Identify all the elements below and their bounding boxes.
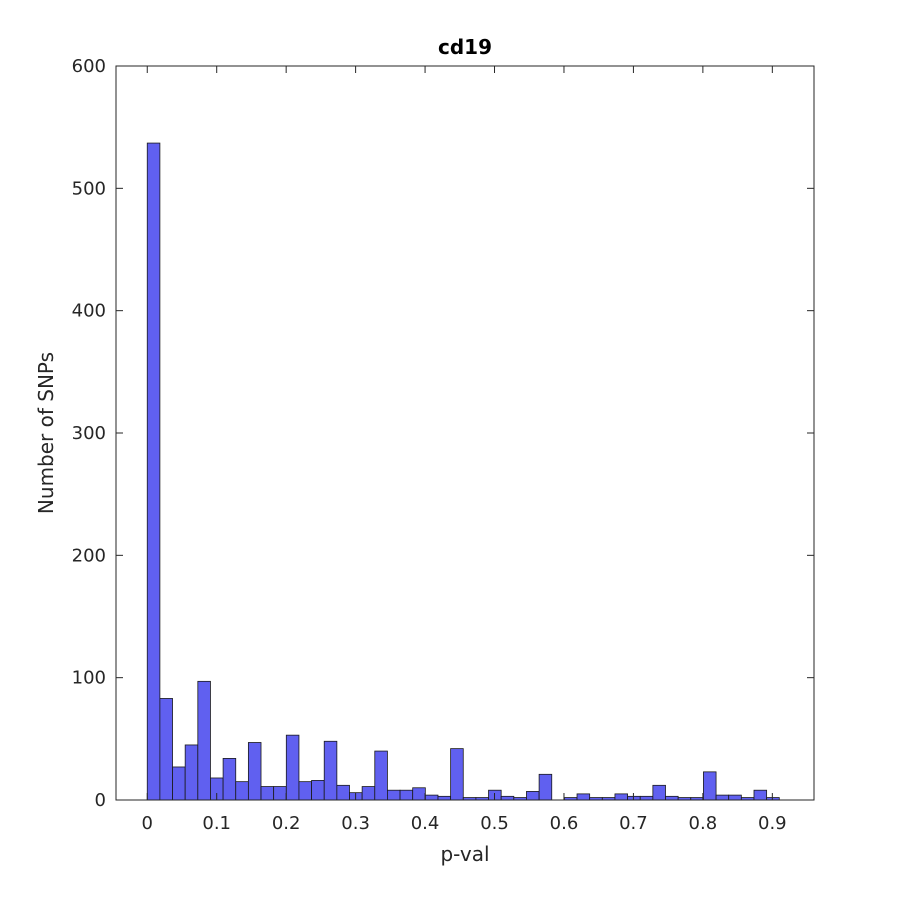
histogram-bar xyxy=(639,795,654,801)
histogram-bar xyxy=(146,142,161,801)
y-axis-label: Number of SNPs xyxy=(34,352,58,514)
x-axis-label: p-val xyxy=(440,842,489,866)
histogram-bar xyxy=(450,748,464,801)
histogram-bar xyxy=(399,789,414,801)
histogram-bar xyxy=(665,795,679,801)
histogram-bar xyxy=(728,794,742,801)
y-tick-label: 100 xyxy=(72,668,106,689)
histogram-bar xyxy=(247,742,262,801)
histogram-bar xyxy=(336,784,350,801)
histogram-bar xyxy=(412,787,426,801)
histogram-bar xyxy=(437,795,452,801)
histogram-bar xyxy=(526,791,540,801)
histogram-bar xyxy=(387,789,401,801)
x-tick-label: 0.4 xyxy=(411,813,440,834)
y-tick-label: 300 xyxy=(72,423,106,444)
bars-group xyxy=(146,142,780,801)
x-tick-label: 0.8 xyxy=(689,813,718,834)
histogram-bar xyxy=(273,786,287,801)
y-tick-label: 0 xyxy=(95,790,106,811)
histogram-bar xyxy=(222,758,237,801)
x-tick-label: 0.7 xyxy=(619,813,648,834)
x-tick-label: 0.1 xyxy=(202,813,231,834)
histogram-bar xyxy=(298,781,312,801)
histogram-bar xyxy=(576,793,591,801)
histogram-bar xyxy=(500,795,515,801)
histogram-bar xyxy=(374,750,388,801)
histogram-bar xyxy=(614,793,628,801)
histogram-bar xyxy=(703,771,717,801)
x-tick-label: 0 xyxy=(142,813,153,834)
y-tick-label: 200 xyxy=(72,545,106,566)
histogram-bar xyxy=(172,766,186,801)
histogram-bar xyxy=(715,794,730,801)
histogram-bar xyxy=(361,786,376,801)
histogram-bar xyxy=(197,680,211,801)
x-tick-label: 0.6 xyxy=(550,813,579,834)
y-tick-label: 500 xyxy=(72,178,106,199)
x-tick-label: 0.9 xyxy=(758,813,787,834)
y-tick-label: 600 xyxy=(72,56,106,77)
histogram-bar xyxy=(260,786,275,801)
histogram-bar xyxy=(538,773,553,801)
histogram-bar xyxy=(184,744,199,801)
histogram-bar xyxy=(159,698,173,801)
histogram-bar xyxy=(753,789,768,801)
x-tick-label: 0.3 xyxy=(341,813,370,834)
x-tick-label: 0.2 xyxy=(272,813,301,834)
histogram-bar xyxy=(424,794,439,801)
histogram-bar xyxy=(652,784,666,801)
histogram-bar xyxy=(285,734,300,801)
chart-title: cd19 xyxy=(438,35,492,59)
histogram-bar xyxy=(311,780,325,801)
histogram-bar xyxy=(235,781,249,801)
y-tick-label: 400 xyxy=(72,301,106,322)
x-tick-label: 0.5 xyxy=(480,813,509,834)
ticks-group: 0 0.1 0.2 0.3 0.4 0.5 0.6 0.7 0.8 0.9 0 100 200 300 40… xyxy=(72,56,814,834)
histogram-bar xyxy=(323,740,338,801)
